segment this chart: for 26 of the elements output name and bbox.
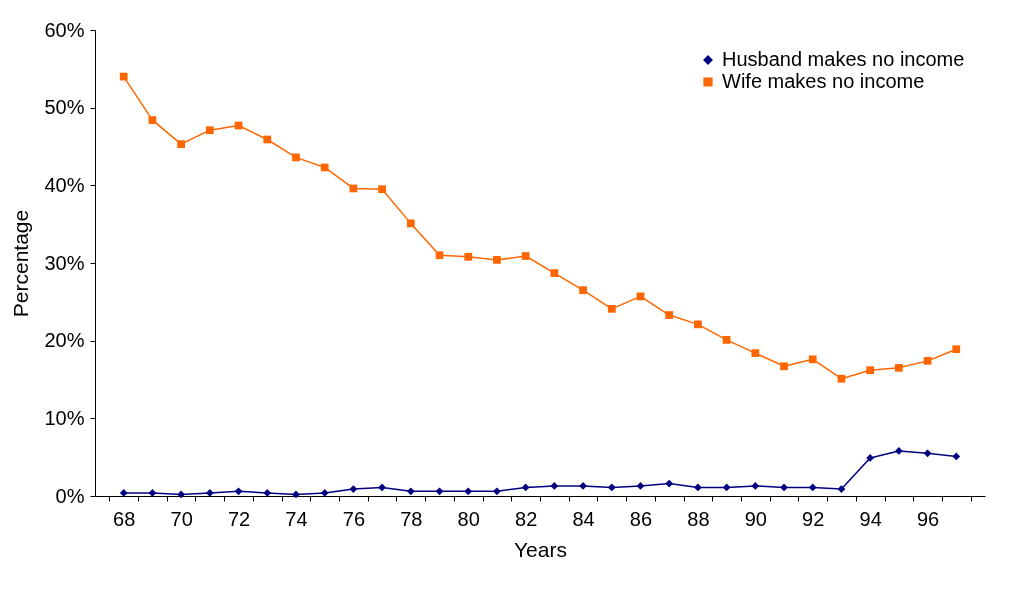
x-tick-label: 96 [916,507,940,530]
y-tick-label: 0% [55,484,85,507]
y-tick-label: 40% [44,173,85,196]
y-tick-label: 10% [44,406,85,429]
x-tick-label: 84 [572,507,595,530]
x-tick-label: 88 [687,507,710,530]
x-tick-label: 94 [859,507,882,530]
x-tick-label: 92 [802,507,825,530]
y-tick-label: 60% [44,18,85,41]
x-tick-label: 90 [744,507,767,530]
y-tick-label: 30% [44,251,85,274]
x-tick-label: 86 [629,507,653,530]
x-tick-label: 80 [457,507,480,530]
y-axis-title: Percentage [9,209,33,318]
legend-label: Wife makes no income [722,70,925,92]
x-axis-title: Years [514,537,567,561]
x-tick-label: 74 [285,507,308,530]
x-tick-label: 78 [400,507,423,530]
x-tick-label: 72 [227,507,251,530]
x-tick-label: 82 [515,507,538,530]
x-tick-label: 76 [342,507,366,530]
legend-label: Husband makes no income [722,48,965,70]
y-tick-label: 50% [44,96,85,119]
x-tick-label: 70 [170,507,193,530]
x-tick-label: 68 [113,507,136,530]
y-tick-label: 20% [44,329,85,352]
